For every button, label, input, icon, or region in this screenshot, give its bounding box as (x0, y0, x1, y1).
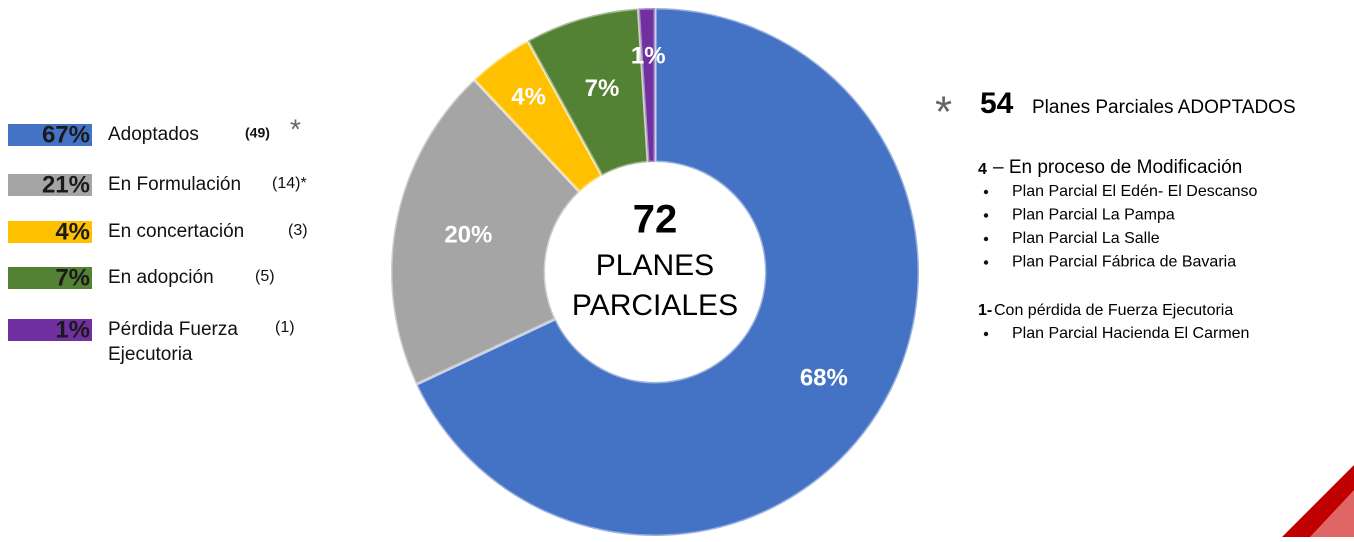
legend-swatch (8, 174, 92, 196)
legend-swatch (8, 267, 92, 289)
bullet (983, 189, 989, 195)
group-title: – En proceso de Modificación (993, 157, 1242, 178)
data-label: 68% (800, 365, 848, 392)
center-text: PARCIALES (572, 289, 738, 322)
donut-segment (636, 6, 657, 164)
legend-label: En adopción (108, 267, 214, 288)
donut-segment (525, 6, 650, 178)
legend-label: Adoptados (108, 124, 199, 145)
list-item: Plan Parcial Hacienda El Carmen (1012, 325, 1249, 342)
bullet (983, 236, 989, 242)
legend-swatch (8, 319, 92, 341)
legend-percent: 7% (55, 264, 90, 291)
legend-count: (1) (275, 319, 295, 336)
data-label: 20% (444, 222, 492, 249)
data-label: 7% (585, 75, 620, 102)
list-item: Plan Parcial La Pampa (1012, 207, 1175, 224)
legend-swatch (8, 124, 92, 146)
donut-segment (389, 77, 582, 387)
list-item: Plan Parcial Fábrica de Bavaria (1012, 254, 1236, 271)
list-item: Plan Parcial El Edén- El Descanso (1012, 183, 1258, 200)
legend-label: En Formulación (108, 174, 241, 195)
legend-swatch (8, 221, 92, 243)
legend-percent: 67% (42, 121, 90, 148)
legend-label: Ejecutoria (108, 344, 193, 365)
legend-count: (14)* (272, 175, 307, 192)
bullet (983, 213, 989, 218)
bullet (983, 331, 989, 337)
donut-segment (414, 6, 921, 538)
group-number: 4 (978, 161, 987, 178)
group-title: Con pérdida de Fuerza Ejecutoria (994, 302, 1233, 319)
legend-count: (5) (255, 268, 275, 285)
group-number: 1- (978, 302, 992, 319)
list-item: Plan Parcial La Salle (1012, 230, 1160, 247)
note-star: * (935, 88, 952, 137)
legend-count: (3) (288, 222, 308, 239)
data-label: 1% (631, 42, 666, 69)
note-number: 54 (980, 87, 1014, 120)
legend-percent: 21% (42, 171, 90, 198)
note-title: Planes Parciales ADOPTADOS (1032, 97, 1296, 118)
legend-label: Pérdida Fuerza (108, 319, 238, 340)
bullet (983, 260, 989, 265)
center-number: 72 (633, 198, 678, 242)
corner-decoration (1310, 490, 1354, 537)
legend-percent: 4% (55, 218, 90, 245)
center-text: PLANES (596, 249, 714, 282)
legend-count: (49) (245, 125, 270, 141)
legend-note: * (290, 113, 301, 144)
legend-label: En concertación (108, 221, 244, 242)
legend-percent: 1% (55, 316, 90, 343)
data-label: 4% (511, 83, 546, 110)
